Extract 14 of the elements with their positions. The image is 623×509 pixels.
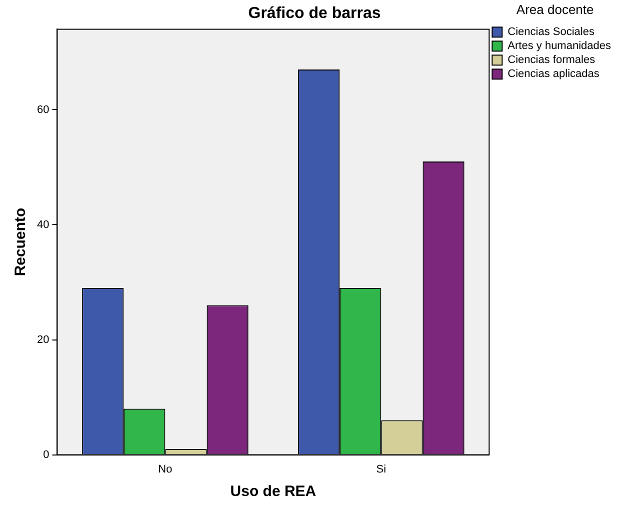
legend-label: Ciencias Sociales (508, 26, 595, 38)
y-tick-label: 20 (36, 334, 50, 346)
x-axis-title: Uso de REA (230, 483, 316, 500)
legend-label: Ciencias formales (508, 54, 596, 66)
y-tick-label: 0 (43, 448, 50, 461)
legend-title: Area docente (516, 2, 594, 18)
y-axis-title: Recuento (12, 208, 30, 276)
x-tick-label: Si (376, 463, 386, 476)
legend-label: Ciencias aplicadas (508, 68, 600, 80)
y-tick-label: 40 (36, 218, 50, 231)
y-tick-label: 60 (36, 104, 50, 116)
legend-label: Artes y humanidades (508, 40, 612, 52)
chart-title: Gráfico de barras (248, 5, 381, 22)
x-tick-label: No (158, 463, 172, 476)
